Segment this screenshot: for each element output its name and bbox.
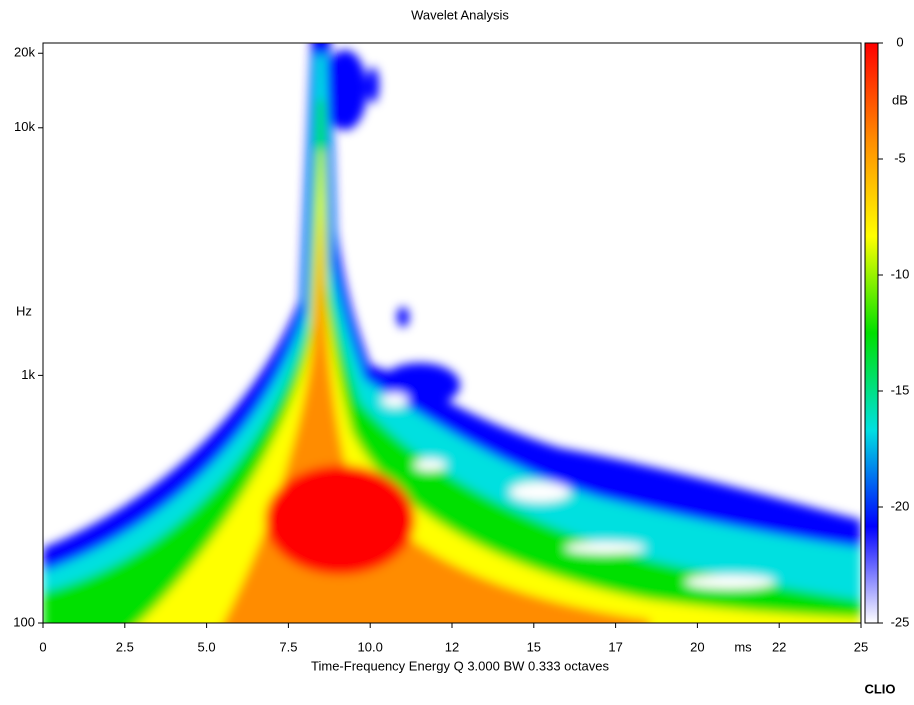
energy-region [397, 307, 409, 327]
y-tick-label: 10k [14, 119, 35, 134]
heatmap-layers [43, 43, 861, 623]
colorbar-tick-label: -15 [891, 382, 910, 397]
x-tick-label: 2.5 [116, 639, 134, 654]
x-tick-label: 25 [854, 639, 868, 654]
energy-region [323, 50, 367, 130]
x-tick-label: 12 [445, 639, 459, 654]
energy-region [382, 393, 408, 407]
y-tick-label: 20k [14, 45, 35, 60]
energy-region [565, 542, 645, 554]
colorbar-tick-label: -5 [894, 150, 906, 165]
x-tick-label: 22 [772, 639, 786, 654]
y-unit: Hz [16, 303, 32, 318]
colorbar-label: dB [892, 92, 908, 107]
x-tick-label: 5.0 [198, 639, 216, 654]
colorbar-tick-label: 0 [896, 34, 903, 49]
y-tick-label: 100 [13, 614, 35, 629]
energy-region [414, 459, 446, 471]
y-tick-label: 1k [21, 367, 35, 382]
x-tick-label: 20 [690, 639, 704, 654]
x-tick-label: 15 [527, 639, 541, 654]
x-tick-label: 17 [608, 639, 622, 654]
colorbar [864, 42, 879, 624]
energy-region [367, 67, 379, 103]
colorbar-tick-label: -25 [891, 614, 910, 629]
energy-region [265, 465, 415, 575]
x-tick-label: 7.5 [279, 639, 297, 654]
colorbar-tick-label: -10 [891, 266, 910, 281]
energy-region [685, 575, 775, 589]
x-axis-label: Time-Frequency Energy Q 3.000 BW 0.333 o… [311, 658, 609, 673]
x-tick-label: 0 [39, 639, 46, 654]
x-tick-label: 10.0 [358, 639, 383, 654]
colorbar-tick-label: -20 [891, 498, 910, 513]
x-unit: ms [734, 639, 752, 654]
chart-title: Wavelet Analysis [411, 7, 509, 22]
heatmap [43, 43, 861, 623]
energy-region [510, 482, 570, 502]
brand: CLIO [864, 681, 895, 696]
